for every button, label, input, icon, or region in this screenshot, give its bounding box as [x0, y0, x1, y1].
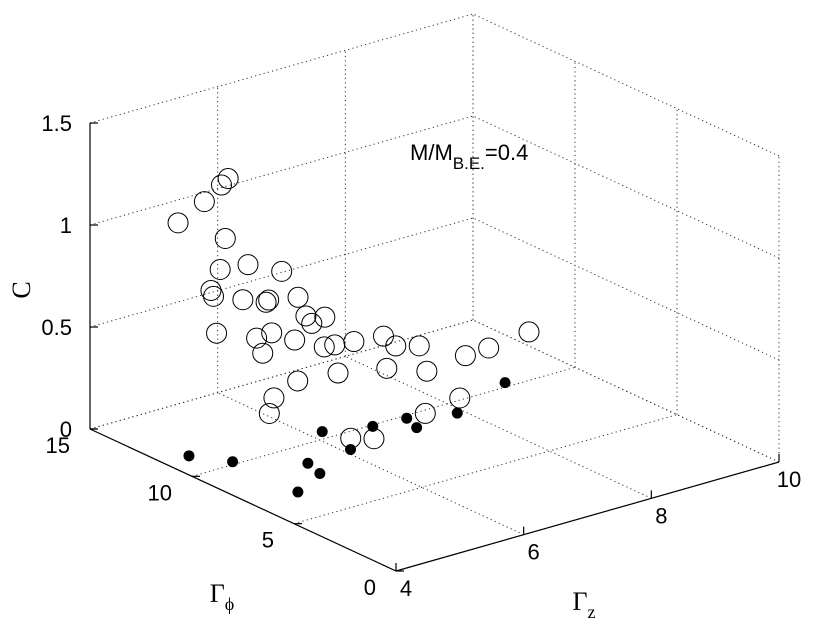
- x-axis-label: Γz: [572, 587, 595, 622]
- data-point-filled: [314, 468, 326, 480]
- x-tick-label: 8: [655, 503, 667, 528]
- z-tick-label: 0.5: [41, 315, 72, 340]
- sidewall-gridline-z: [472, 319, 780, 463]
- sidewall-gridline-z: [472, 115, 780, 259]
- data-point-open: [237, 254, 259, 276]
- data-point-open: [478, 337, 500, 359]
- data-point-open: [255, 291, 277, 313]
- data-point-open: [284, 329, 306, 351]
- data-point-open: [376, 357, 398, 379]
- y-tick-label: 10: [148, 480, 172, 505]
- data-point-open: [232, 289, 254, 311]
- grid-layer: [89, 13, 780, 572]
- y-tick-label: 15: [46, 433, 70, 458]
- data-point-open: [287, 286, 309, 308]
- data-point-filled: [499, 377, 511, 389]
- data-point-open: [167, 212, 189, 234]
- data-point-open: [343, 331, 365, 353]
- data-point-open: [214, 227, 236, 249]
- x-tick-label: 6: [528, 540, 540, 565]
- x-axis-line: [395, 461, 780, 572]
- data-point-filled: [411, 422, 423, 434]
- y-axis-label-subscript: ϕ: [225, 594, 234, 614]
- data-point-filled: [401, 412, 413, 424]
- backwall-gridline-z: [89, 217, 474, 328]
- data-point-open: [454, 345, 476, 367]
- data-point-open: [301, 312, 323, 334]
- annotation-value: =0.4: [485, 140, 528, 165]
- z-axis-label: C: [7, 281, 36, 298]
- data-point-open: [295, 305, 317, 327]
- x-tick-label: 10: [777, 467, 801, 492]
- data-point-open: [252, 342, 274, 364]
- data-point-open: [287, 370, 309, 392]
- data-point-open: [271, 260, 293, 282]
- data-point-open: [200, 279, 222, 301]
- data-point-open: [203, 285, 225, 307]
- sidewall-gridline-z: [472, 217, 780, 361]
- data-point-open: [518, 321, 540, 343]
- floor-gridline-y: [191, 366, 576, 477]
- data-point-filled: [345, 444, 357, 456]
- data-point-open: [314, 306, 336, 328]
- data-point-filled: [183, 450, 195, 462]
- axes-layer: [89, 122, 780, 572]
- data-point-open: [449, 387, 471, 409]
- y-axis-line: [89, 428, 397, 572]
- data-point-open: [210, 174, 232, 196]
- data-point-open: [414, 402, 436, 424]
- backwall-gridline-z: [89, 13, 474, 124]
- data-point-open: [209, 259, 231, 280]
- y-axis-label: Γϕ: [210, 579, 235, 614]
- y-tick-label: 0: [364, 575, 376, 600]
- floor-gridline-y: [293, 414, 678, 525]
- annotation-text: M/MB.E.=0.4: [410, 140, 528, 173]
- data-point-filled: [292, 486, 304, 498]
- x-tick-label: 4: [400, 576, 412, 601]
- y-tick-label: 5: [262, 528, 274, 553]
- data-point-open: [263, 387, 285, 409]
- sidewall-gridline-z: [472, 13, 780, 157]
- marks-layer: [167, 168, 540, 498]
- backwall-gridline-z: [89, 319, 474, 430]
- data-point-open: [373, 325, 394, 347]
- annotation-subscript: B.E.: [453, 154, 485, 173]
- data-point-open: [261, 322, 283, 344]
- data-point-filled: [227, 456, 239, 468]
- data-point-filled: [451, 407, 463, 419]
- data-point-open: [206, 322, 228, 344]
- data-point-open: [246, 327, 268, 349]
- z-tick-label: 1: [60, 213, 72, 238]
- data-point-open: [408, 335, 430, 357]
- data-point-open: [327, 362, 349, 384]
- data-point-filled: [316, 426, 328, 438]
- data-point-open: [258, 402, 280, 424]
- data-point-filled: [302, 457, 314, 469]
- data-point-open: [313, 336, 335, 358]
- data-point-open: [385, 335, 407, 357]
- z-tick-label: 0: [60, 417, 72, 442]
- z-tick-label: 1.5: [41, 111, 72, 136]
- data-point-open: [416, 360, 438, 382]
- backwall-gridline-z: [89, 115, 474, 226]
- data-point-filled: [367, 420, 379, 432]
- data-point-open: [258, 289, 280, 311]
- data-point-open: [217, 168, 239, 190]
- data-point-open: [193, 191, 215, 213]
- floor-gridline-x: [217, 392, 524, 536]
- x-axis-label-subscript: z: [588, 602, 596, 622]
